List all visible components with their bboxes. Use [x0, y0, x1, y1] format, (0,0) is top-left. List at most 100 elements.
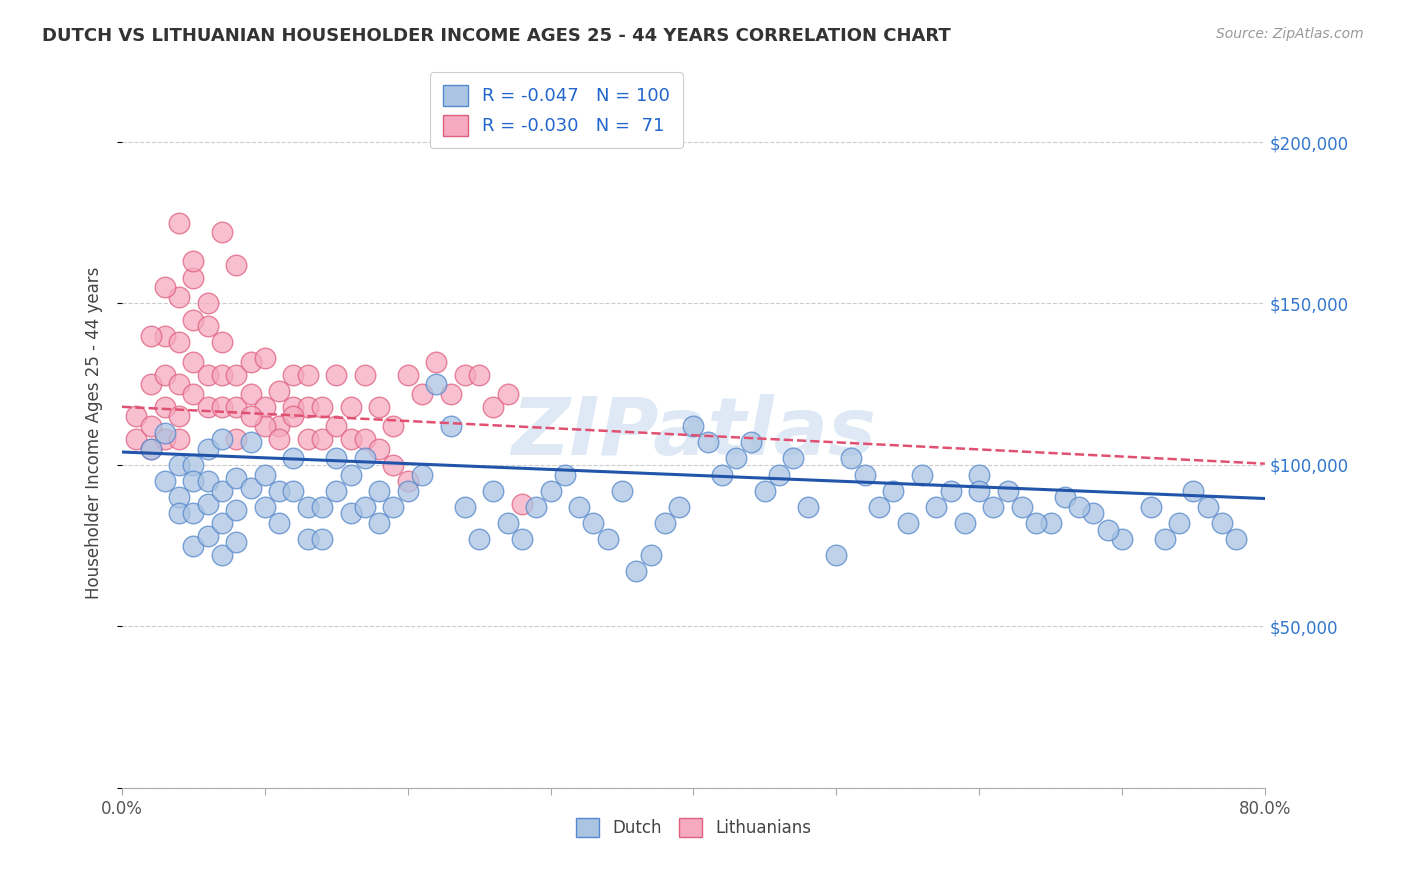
Point [311, 400, 333, 414]
Point [354, 451, 377, 466]
Point [197, 400, 219, 414]
Point [211, 368, 233, 382]
Y-axis label: Householder Income Ages 25 - 44 years: Householder Income Ages 25 - 44 years [86, 267, 103, 599]
Point [482, 400, 505, 414]
Point [197, 319, 219, 334]
Point [167, 409, 190, 424]
Point [153, 474, 176, 488]
Point [167, 490, 190, 504]
Point [740, 435, 762, 450]
Point [339, 432, 361, 446]
Point [425, 354, 447, 368]
Point [768, 467, 790, 482]
Text: DUTCH VS LITHUANIAN HOUSEHOLDER INCOME AGES 25 - 44 YEARS CORRELATION CHART: DUTCH VS LITHUANIAN HOUSEHOLDER INCOME A… [42, 27, 950, 45]
Point [882, 483, 904, 498]
Point [197, 296, 219, 310]
Point [183, 312, 205, 326]
Point [796, 500, 818, 514]
Point [325, 483, 347, 498]
Point [825, 549, 848, 563]
Point [283, 368, 305, 382]
Point [368, 442, 391, 456]
Point [382, 419, 405, 434]
Point [269, 483, 291, 498]
Point [897, 516, 920, 530]
Point [269, 384, 291, 398]
Point [454, 368, 477, 382]
Point [967, 467, 990, 482]
Point [640, 549, 662, 563]
Point [1153, 532, 1175, 546]
Point [1039, 516, 1062, 530]
Point [411, 467, 433, 482]
Point [183, 507, 205, 521]
Point [283, 409, 305, 424]
Point [596, 532, 619, 546]
Point [211, 432, 233, 446]
Point [153, 400, 176, 414]
Point [167, 377, 190, 392]
Point [668, 500, 690, 514]
Point [568, 500, 591, 514]
Point [1097, 523, 1119, 537]
Point [153, 425, 176, 440]
Point [283, 483, 305, 498]
Point [225, 368, 247, 382]
Point [225, 258, 247, 272]
Point [211, 549, 233, 563]
Point [311, 500, 333, 514]
Point [368, 400, 391, 414]
Point [211, 483, 233, 498]
Point [510, 497, 533, 511]
Point [325, 368, 347, 382]
Point [167, 432, 190, 446]
Point [239, 435, 262, 450]
Point [411, 387, 433, 401]
Point [696, 435, 718, 450]
Point [582, 516, 605, 530]
Point [339, 507, 361, 521]
Point [496, 516, 519, 530]
Point [167, 507, 190, 521]
Point [139, 442, 162, 456]
Point [725, 451, 748, 466]
Point [125, 409, 148, 424]
Point [183, 387, 205, 401]
Point [354, 432, 377, 446]
Point [354, 368, 377, 382]
Point [153, 280, 176, 294]
Point [1139, 500, 1161, 514]
Point [1053, 490, 1076, 504]
Point [225, 400, 247, 414]
Point [297, 500, 319, 514]
Point [396, 368, 419, 382]
Point [339, 400, 361, 414]
Text: Source: ZipAtlas.com: Source: ZipAtlas.com [1216, 27, 1364, 41]
Point [167, 458, 190, 472]
Point [868, 500, 890, 514]
Point [269, 432, 291, 446]
Point [183, 354, 205, 368]
Point [197, 368, 219, 382]
Point [425, 377, 447, 392]
Point [239, 354, 262, 368]
Point [225, 432, 247, 446]
Point [311, 532, 333, 546]
Point [997, 483, 1019, 498]
Point [225, 535, 247, 549]
Point [197, 474, 219, 488]
Point [311, 432, 333, 446]
Point [297, 432, 319, 446]
Point [153, 432, 176, 446]
Point [211, 400, 233, 414]
Point [496, 387, 519, 401]
Point [167, 290, 190, 304]
Point [125, 432, 148, 446]
Point [682, 419, 704, 434]
Point [253, 500, 276, 514]
Point [339, 467, 361, 482]
Point [368, 516, 391, 530]
Point [396, 483, 419, 498]
Point [283, 400, 305, 414]
Point [183, 458, 205, 472]
